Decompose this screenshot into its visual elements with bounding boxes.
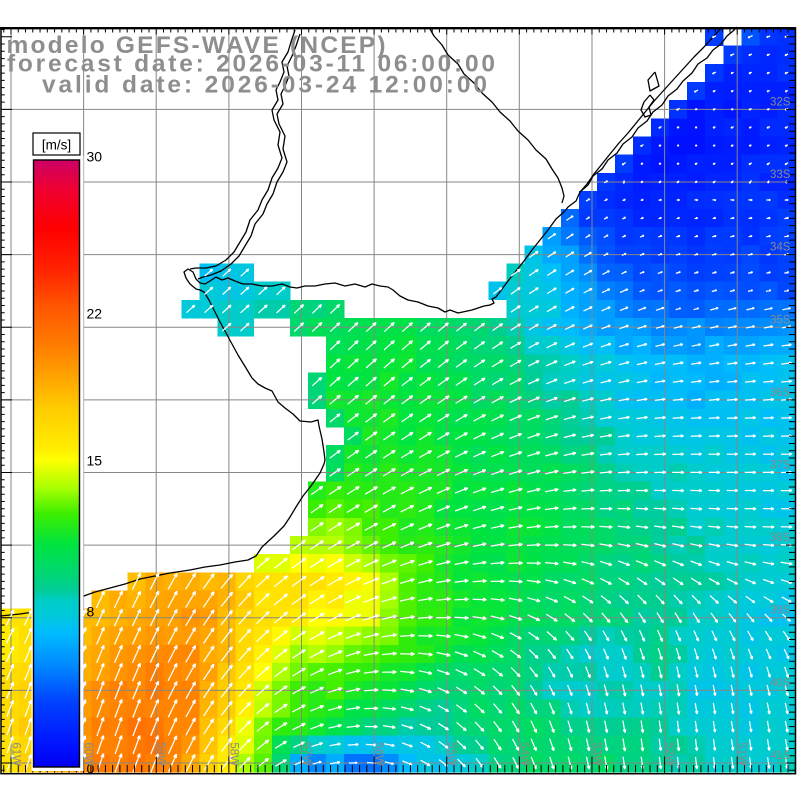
svg-text:forecast date: 2026-03-11 06:0: forecast date: 2026-03-11 06:00:00 <box>7 51 495 78</box>
svg-text:valid date: 2026-03-24 12:00:0: valid date: 2026-03-24 12:00:00 <box>42 72 487 99</box>
svg-text:56W: 56W <box>373 742 385 766</box>
svg-text:36S: 36S <box>770 387 791 399</box>
svg-text:54W: 54W <box>518 742 530 766</box>
svg-text:57W: 57W <box>300 742 312 766</box>
svg-text:40S: 40S <box>770 677 791 689</box>
svg-text:39S: 39S <box>770 605 791 617</box>
svg-text:33S: 33S <box>770 169 791 181</box>
svg-text:51W: 51W <box>736 742 748 766</box>
svg-text:15: 15 <box>87 453 103 469</box>
svg-text:8: 8 <box>87 604 95 620</box>
svg-text:61W: 61W <box>10 742 22 766</box>
svg-text:34S: 34S <box>770 242 791 254</box>
svg-text:38S: 38S <box>770 532 791 544</box>
svg-text:58W: 58W <box>227 742 239 766</box>
svg-text:35S: 35S <box>770 314 791 326</box>
svg-text:41S: 41S <box>770 750 791 762</box>
svg-text:37S: 37S <box>770 460 791 472</box>
svg-text:0: 0 <box>87 761 95 777</box>
svg-text:32S: 32S <box>770 96 791 108</box>
svg-text:22: 22 <box>87 306 103 322</box>
svg-text:59W: 59W <box>155 742 167 766</box>
svg-text:30: 30 <box>87 149 103 165</box>
svg-text:55W: 55W <box>445 742 457 766</box>
svg-text:53W: 53W <box>591 742 603 766</box>
svg-text:52W: 52W <box>663 742 675 766</box>
svg-text:[m/s]: [m/s] <box>42 138 71 153</box>
svg-text:modelo GEFS-WAVE (NCEP): modelo GEFS-WAVE (NCEP) <box>7 32 386 59</box>
svg-text:60W: 60W <box>82 742 94 766</box>
